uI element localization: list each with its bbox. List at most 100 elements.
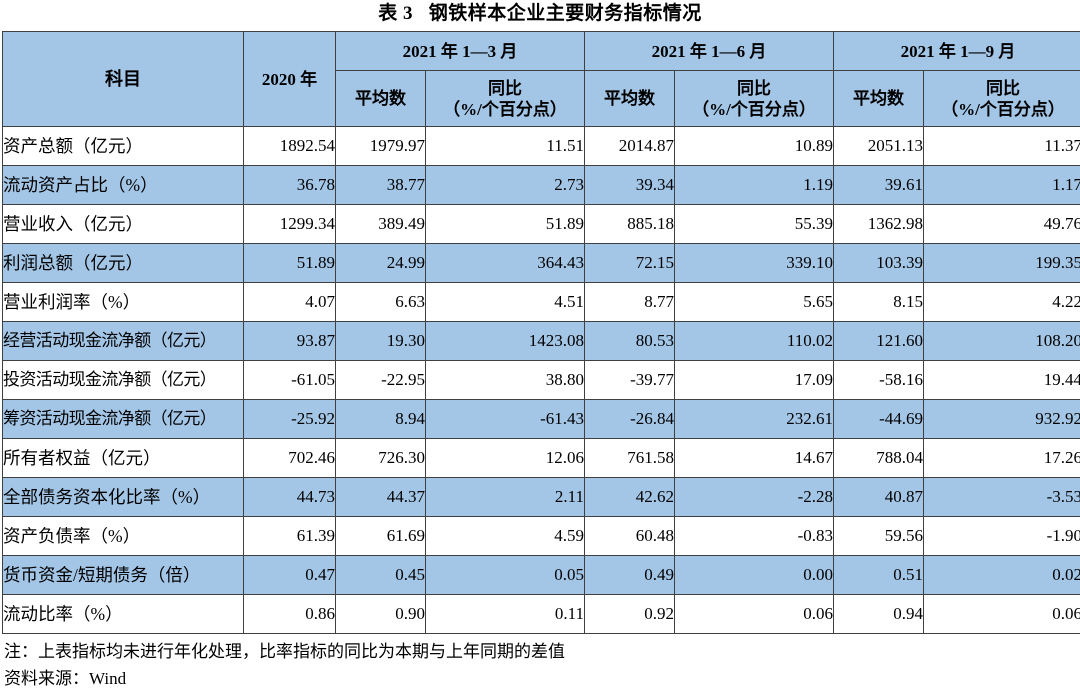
- cell-value: 2.73: [426, 166, 585, 205]
- cell-value: 10.89: [675, 127, 834, 166]
- cell-value: 19.30: [336, 322, 426, 361]
- cell-value: 0.02: [924, 556, 1080, 595]
- table-header: 科目 2020 年 2021 年 1—3 月 2021 年 1—6 月 2021…: [3, 32, 1080, 127]
- cell-value: 110.02: [675, 322, 834, 361]
- cell-value: 4.51: [426, 283, 585, 322]
- header-row-top: 科目 2020 年 2021 年 1—3 月 2021 年 1—6 月 2021…: [3, 32, 1080, 71]
- cell-value: 60.48: [585, 517, 675, 556]
- cell-value: 0.47: [244, 556, 336, 595]
- cell-value: 61.69: [336, 517, 426, 556]
- cell-value: 8.15: [834, 283, 924, 322]
- cell-value: 788.04: [834, 439, 924, 478]
- cell-value: 1362.98: [834, 205, 924, 244]
- cell-value: 389.49: [336, 205, 426, 244]
- cell-value: 1299.34: [244, 205, 336, 244]
- cell-value: 4.22: [924, 283, 1080, 322]
- cell-value: 885.18: [585, 205, 675, 244]
- cell-value: 61.39: [244, 517, 336, 556]
- cell-value: 0.06: [924, 595, 1080, 634]
- cell-value: 2.11: [426, 478, 585, 517]
- cell-value: 11.51: [426, 127, 585, 166]
- cell-value: 364.43: [426, 244, 585, 283]
- cell-value: 38.77: [336, 166, 426, 205]
- cell-value: 39.61: [834, 166, 924, 205]
- cell-value: 1.19: [675, 166, 834, 205]
- row-label: 全部债务资本化比率（%）: [3, 478, 244, 517]
- cell-value: 121.60: [834, 322, 924, 361]
- cell-value: 0.94: [834, 595, 924, 634]
- cell-value: -2.28: [675, 478, 834, 517]
- source-line: 资料来源：Wind: [4, 665, 1080, 692]
- cell-value: -61.43: [426, 400, 585, 439]
- cell-value: 14.67: [675, 439, 834, 478]
- cell-value: 0.86: [244, 595, 336, 634]
- cell-value: -58.16: [834, 361, 924, 400]
- cell-value: 0.00: [675, 556, 834, 595]
- cell-value: -39.77: [585, 361, 675, 400]
- cell-value: 0.49: [585, 556, 675, 595]
- cell-value: -44.69: [834, 400, 924, 439]
- cell-value: 8.77: [585, 283, 675, 322]
- cell-value: 19.44: [924, 361, 1080, 400]
- row-label: 营业收入（亿元）: [3, 205, 244, 244]
- cell-value: 24.99: [336, 244, 426, 283]
- header-group-h1: 2021 年 1—6 月: [585, 32, 834, 71]
- cell-value: 42.62: [585, 478, 675, 517]
- header-yoy-q3-line1: 同比: [986, 79, 1020, 98]
- row-label: 筹资活动现金流净额（亿元）: [3, 400, 244, 439]
- cell-value: 726.30: [336, 439, 426, 478]
- cell-value: 0.06: [675, 595, 834, 634]
- cell-value: 17.26: [924, 439, 1080, 478]
- note-line: 注：上表指标均未进行年化处理，比率指标的同比为本期与上年同期的差值: [4, 638, 1080, 665]
- cell-value: 4.59: [426, 517, 585, 556]
- cell-value: 932.92: [924, 400, 1080, 439]
- cell-value: 339.10: [675, 244, 834, 283]
- cell-value: -26.84: [585, 400, 675, 439]
- header-avg-h1: 平均数: [585, 71, 675, 127]
- row-label: 利润总额（亿元）: [3, 244, 244, 283]
- header-yoy-h1-line2: （%/个百分点）: [692, 100, 816, 119]
- cell-value: 4.07: [244, 283, 336, 322]
- cell-value: 44.73: [244, 478, 336, 517]
- cell-value: 5.65: [675, 283, 834, 322]
- cell-value: -22.95: [336, 361, 426, 400]
- financial-indicators-table: 科目 2020 年 2021 年 1—3 月 2021 年 1—6 月 2021…: [2, 31, 1080, 634]
- cell-value: 6.63: [336, 283, 426, 322]
- cell-value: 12.06: [426, 439, 585, 478]
- cell-value: 38.80: [426, 361, 585, 400]
- row-label: 货币资金/短期债务（倍）: [3, 556, 244, 595]
- cell-value: -0.83: [675, 517, 834, 556]
- cell-value: 51.89: [426, 205, 585, 244]
- cell-value: 0.90: [336, 595, 426, 634]
- header-year-2020: 2020 年: [244, 32, 336, 127]
- row-label: 流动比率（%）: [3, 595, 244, 634]
- cell-value: 59.56: [834, 517, 924, 556]
- cell-value: 702.46: [244, 439, 336, 478]
- cell-value: -25.92: [244, 400, 336, 439]
- cell-value: 1892.54: [244, 127, 336, 166]
- header-avg-q1: 平均数: [336, 71, 426, 127]
- cell-value: 8.94: [336, 400, 426, 439]
- row-label: 经营活动现金流净额（亿元）: [3, 322, 244, 361]
- header-yoy-q3: 同比 （%/个百分点）: [924, 71, 1080, 127]
- header-yoy-q3-line2: （%/个百分点）: [941, 100, 1065, 119]
- cell-value: 36.78: [244, 166, 336, 205]
- row-label: 资产负债率（%）: [3, 517, 244, 556]
- cell-value: 103.39: [834, 244, 924, 283]
- header-yoy-q1-line1: 同比: [488, 79, 522, 98]
- cell-value: 1423.08: [426, 322, 585, 361]
- cell-value: 0.05: [426, 556, 585, 595]
- cell-value: -1.90: [924, 517, 1080, 556]
- cell-value: 40.87: [834, 478, 924, 517]
- cell-value: 11.37: [924, 127, 1080, 166]
- cell-value: 108.20: [924, 322, 1080, 361]
- row-label: 资产总额（亿元）: [3, 127, 244, 166]
